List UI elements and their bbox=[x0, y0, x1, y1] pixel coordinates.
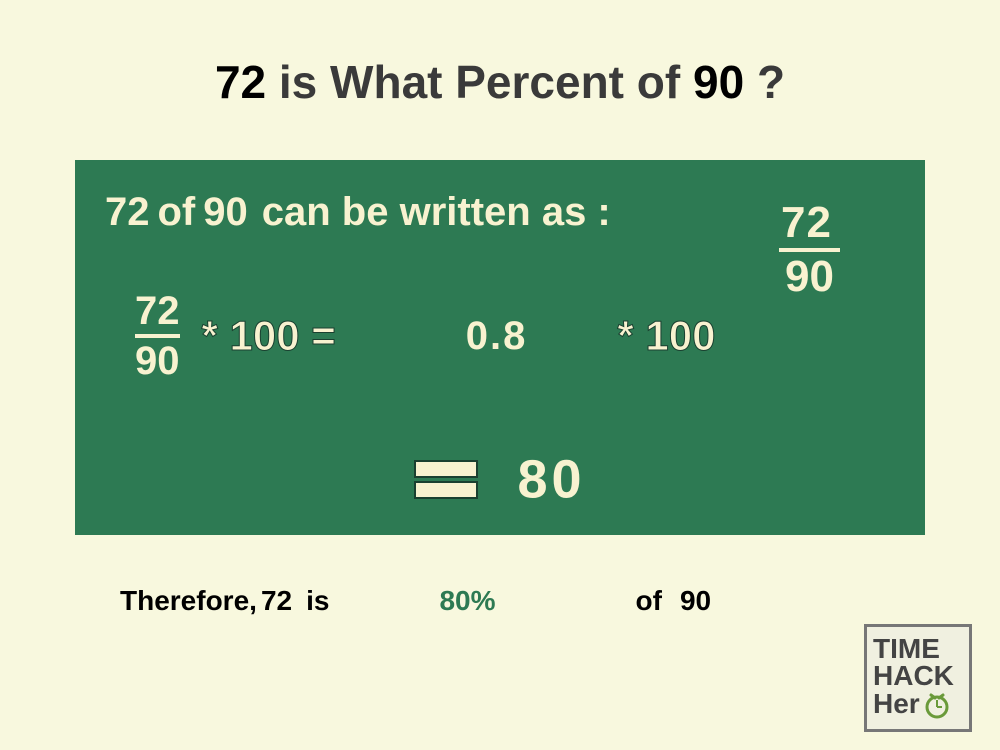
clock-icon bbox=[922, 690, 952, 720]
title-num-2: 90 bbox=[693, 56, 744, 108]
line1-of: of bbox=[158, 190, 196, 235]
title-mid: is What Percent of bbox=[279, 56, 680, 108]
therefore-n2: 90 bbox=[680, 585, 711, 617]
line1-n2: 90 bbox=[203, 190, 248, 235]
explanation-line-1: 72 of 90 can be written as : 72 90 bbox=[105, 190, 895, 235]
line1-rest: can be written as : bbox=[262, 190, 611, 235]
therefore-percent: 80% bbox=[439, 585, 495, 617]
logo-line-1: TIME bbox=[873, 636, 969, 663]
logo-line-3: Her bbox=[873, 691, 920, 718]
multiply-100-b: * 100 bbox=[617, 312, 715, 360]
therefore-n1: 72 bbox=[261, 585, 292, 617]
explanation-line-2: 72 90 * 100 = 0.8 * 100 bbox=[135, 290, 885, 382]
therefore-is: is bbox=[306, 585, 329, 617]
fraction-1: 72 90 bbox=[779, 200, 840, 300]
title-qmark: ? bbox=[757, 56, 785, 108]
fraction-2: 72 90 bbox=[135, 290, 180, 382]
equals-icon bbox=[414, 457, 478, 502]
line1-n1: 72 bbox=[105, 190, 150, 235]
conclusion-line: Therefore, 72 is 80% of 90 bbox=[120, 585, 880, 617]
fraction-1-top: 72 bbox=[779, 200, 840, 246]
fraction-2-bar bbox=[135, 334, 180, 338]
title-num-1: 72 bbox=[215, 56, 266, 108]
brand-logo: TIME HACK Her bbox=[864, 624, 972, 732]
page-title: 72 is What Percent of 90 ? bbox=[0, 0, 1000, 109]
therefore-of: of bbox=[636, 585, 662, 617]
explanation-panel: 72 of 90 can be written as : 72 90 72 90… bbox=[75, 160, 925, 535]
result-value: 80 bbox=[517, 450, 585, 510]
therefore-label: Therefore, bbox=[120, 585, 257, 617]
multiply-100-a: * 100 = bbox=[202, 312, 336, 360]
explanation-result-line: 80 bbox=[75, 445, 925, 511]
logo-line-2: HACK bbox=[873, 663, 969, 690]
fraction-2-bot: 90 bbox=[135, 340, 180, 382]
decimal-value: 0.8 bbox=[466, 314, 528, 359]
fraction-2-top: 72 bbox=[135, 290, 180, 332]
